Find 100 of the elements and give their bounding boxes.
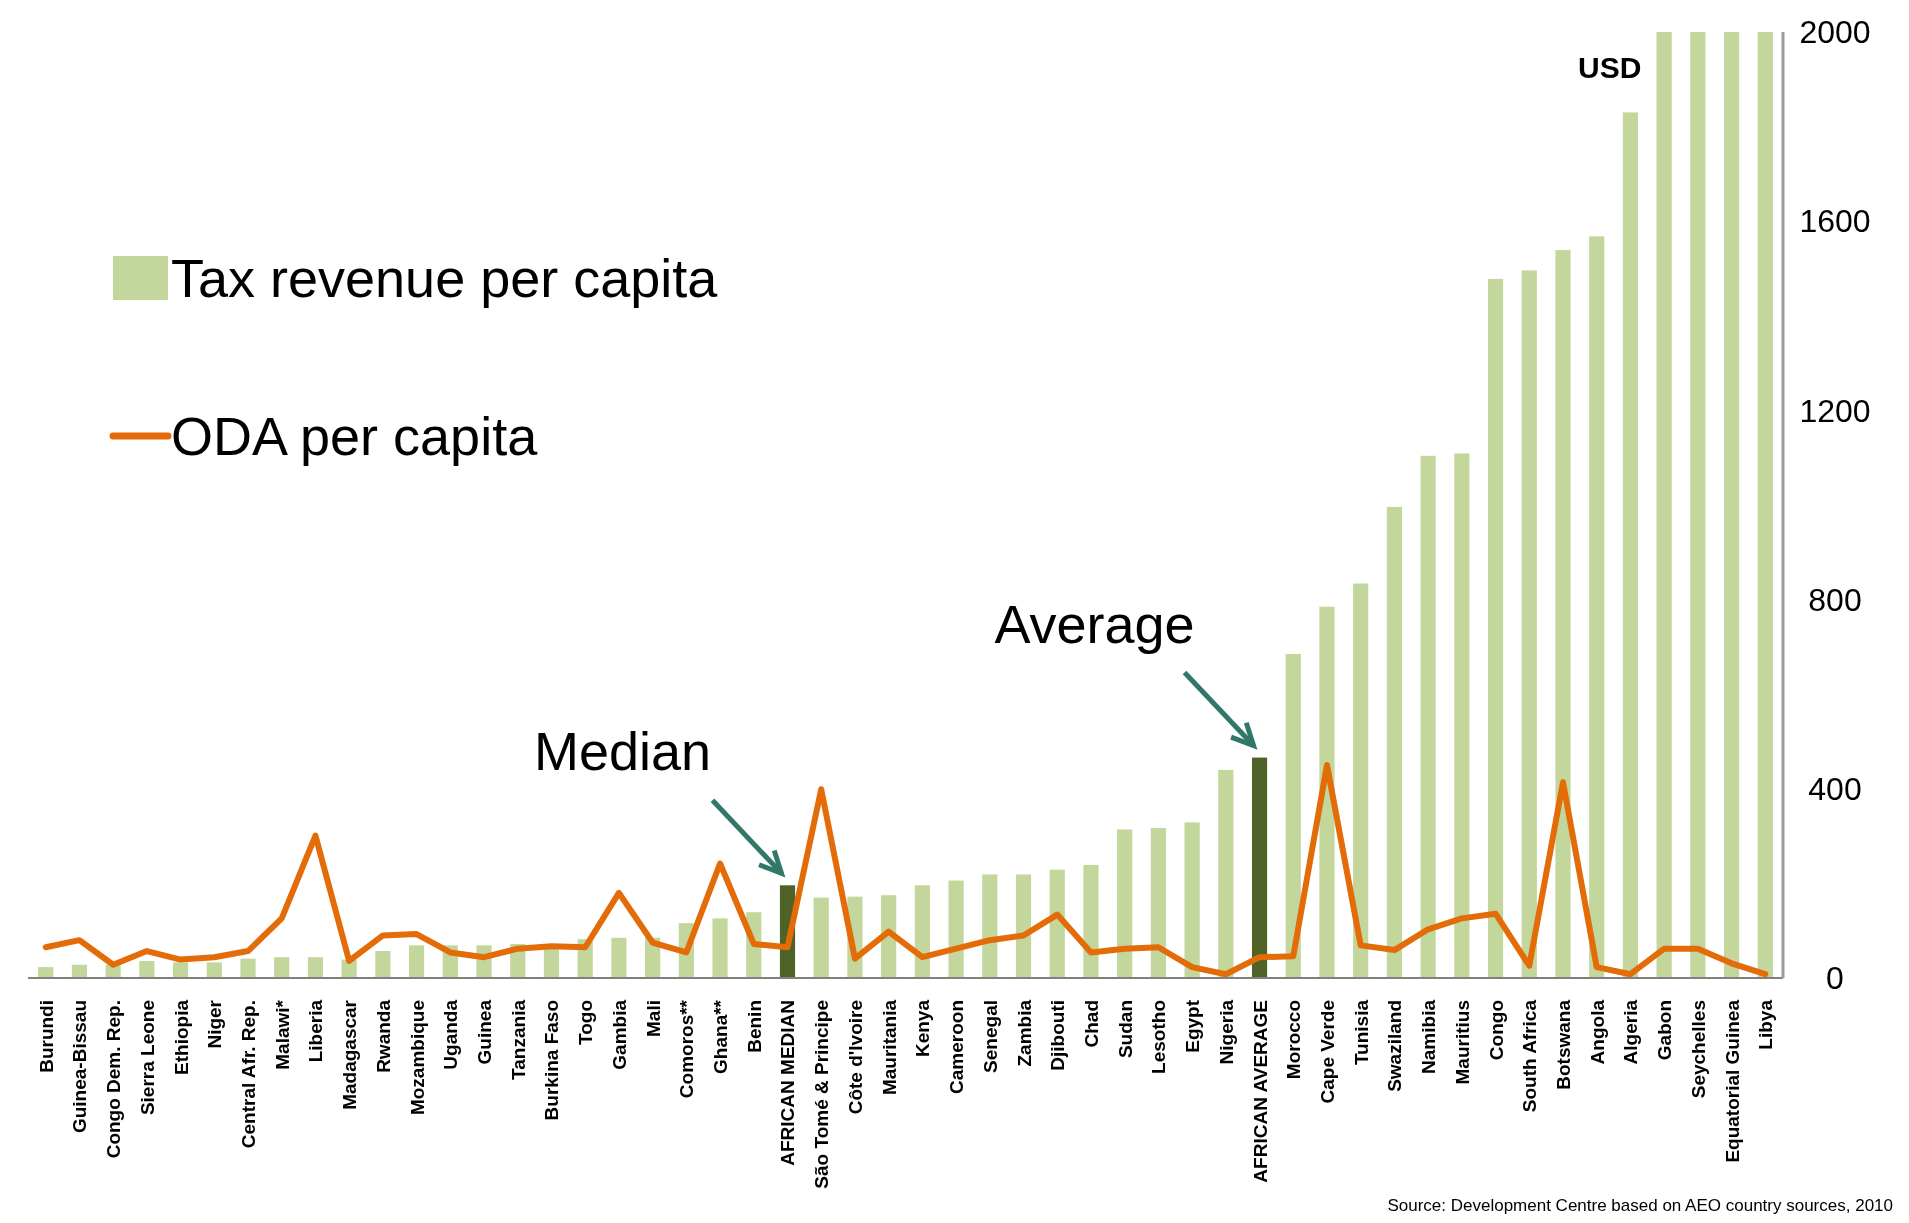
x-tick-label: Algeria	[1620, 999, 1642, 1065]
bar	[1184, 822, 1200, 978]
y-axis-title: USD	[1578, 51, 1642, 84]
bar	[1251, 757, 1268, 978]
x-tick-label: Mali	[642, 1000, 664, 1037]
bar	[1083, 864, 1099, 978]
bar	[1353, 583, 1369, 978]
bar	[1285, 654, 1301, 978]
bar	[982, 874, 998, 978]
x-tick-label: Botswana	[1552, 999, 1574, 1090]
bar	[1555, 250, 1571, 978]
bar	[1150, 828, 1166, 978]
x-tick-label: Liberia	[305, 999, 327, 1063]
x-tick-label: Mozambique	[406, 1000, 428, 1116]
bar	[914, 885, 930, 978]
y-tick-label: 2000	[1799, 14, 1871, 51]
x-tick-label: Tunisia	[1350, 999, 1372, 1066]
x-tick-label: Cape Verde	[1316, 1000, 1338, 1104]
bar	[1487, 278, 1504, 978]
bar	[206, 962, 222, 978]
x-tick-label: Equatorial Guinea	[1721, 999, 1743, 1163]
bar	[1386, 506, 1402, 978]
bar	[38, 967, 54, 978]
x-tick-label: AFRICAN AVERAGE	[1249, 1000, 1271, 1183]
x-tick-label: Nigeria	[1215, 999, 1237, 1065]
bar	[375, 951, 391, 978]
bar	[240, 958, 256, 978]
bar	[274, 957, 290, 978]
x-tick-label: Cameroon	[946, 1000, 968, 1094]
bar	[1521, 270, 1537, 978]
x-tick-label: Tanzania	[507, 999, 529, 1080]
x-tick-label: Rwanda	[372, 999, 394, 1073]
bar	[611, 937, 627, 978]
bar	[1656, 32, 1672, 978]
x-tick-label: Morocco	[1283, 1000, 1305, 1080]
bar	[948, 880, 964, 978]
x-tick-label: Congo	[1485, 1000, 1507, 1061]
x-tick-label: Ethiopia	[170, 999, 192, 1075]
x-tick-label: Chad	[1080, 1000, 1102, 1048]
x-tick-label: Togo	[575, 1000, 597, 1046]
annotation: Median	[533, 721, 712, 782]
bar	[409, 945, 425, 978]
x-tick-label: Central Afr. Rep.	[238, 1000, 260, 1149]
x-tick-label: Uganda	[440, 999, 462, 1070]
y-tick-label: 0	[1826, 960, 1844, 997]
y-tick-label: 1200	[1799, 392, 1871, 429]
x-tick-label: Congo Dem. Rep.	[103, 1000, 125, 1159]
bar	[1117, 829, 1133, 978]
bar	[139, 960, 155, 978]
bar	[1589, 236, 1605, 978]
x-tick-label: Angola	[1586, 999, 1608, 1065]
y-tick-label: 1600	[1799, 203, 1871, 240]
x-tick-label: Comoros**	[676, 999, 698, 1099]
x-tick-label: Côte d'Ivoire	[844, 1000, 866, 1115]
bar	[1622, 112, 1639, 978]
x-tick-label: Zambia	[1013, 999, 1035, 1067]
bar	[1454, 453, 1470, 978]
x-tick-label: Gabon	[1654, 1000, 1676, 1061]
x-tick-label: Burundi	[35, 1000, 57, 1073]
x-tick-label: Gambia	[608, 999, 630, 1070]
bar	[1690, 32, 1706, 978]
x-tick-label: Seychelles	[1687, 1000, 1709, 1099]
legend-label: ODA per capita	[171, 405, 539, 466]
x-tick-label: Kenya	[912, 999, 934, 1058]
x-tick-label: Lesotho	[1148, 1000, 1170, 1074]
x-tick-label: Sudan	[1114, 1000, 1136, 1059]
x-tick-label: Guinea-Bissau	[69, 1000, 91, 1134]
bar	[1319, 606, 1335, 978]
annotation: Average	[994, 593, 1195, 654]
x-tick-label: Swaziland	[1384, 1000, 1406, 1092]
x-tick-label: Guinea	[474, 999, 496, 1065]
x-tick-label: AFRICAN MEDIAN	[777, 1000, 799, 1166]
bar	[712, 918, 728, 978]
x-tick-label: Madagascar	[339, 999, 361, 1110]
x-tick-label: Malawi*	[271, 999, 293, 1070]
bar	[307, 957, 324, 978]
x-tick-label: Namibia	[1418, 999, 1440, 1074]
x-tick-label: Ghana**	[710, 999, 732, 1074]
x-tick-label: São Tomé & Principe	[811, 1000, 833, 1189]
x-tick-label: Senegal	[979, 1000, 1001, 1073]
source-note: Source: Development Centre based on AEO country sources, 2010	[1387, 1196, 1893, 1215]
x-tick-label: Benin	[743, 1000, 765, 1053]
bar	[1218, 769, 1234, 978]
x-tick-label: Djibouti	[1047, 1000, 1069, 1071]
bar	[813, 897, 829, 978]
bar	[1757, 32, 1773, 978]
x-tick-label: Mauritania	[878, 999, 900, 1096]
legend-label: Tax revenue per capita	[171, 247, 719, 308]
x-tick-label: Libya	[1755, 999, 1777, 1050]
bar	[1723, 32, 1740, 978]
x-tick-label: Sierra Leone	[136, 1000, 158, 1116]
bar	[172, 962, 189, 978]
x-tick-label: Niger	[204, 999, 226, 1049]
x-tick-label: Egypt	[1182, 999, 1204, 1053]
x-tick-label: South Africa	[1519, 999, 1541, 1113]
bar	[1049, 869, 1065, 978]
bar	[71, 964, 88, 978]
y-tick-label: 400	[1808, 771, 1862, 807]
bar	[1015, 874, 1032, 978]
x-tick-label: Mauritius	[1451, 1000, 1473, 1085]
